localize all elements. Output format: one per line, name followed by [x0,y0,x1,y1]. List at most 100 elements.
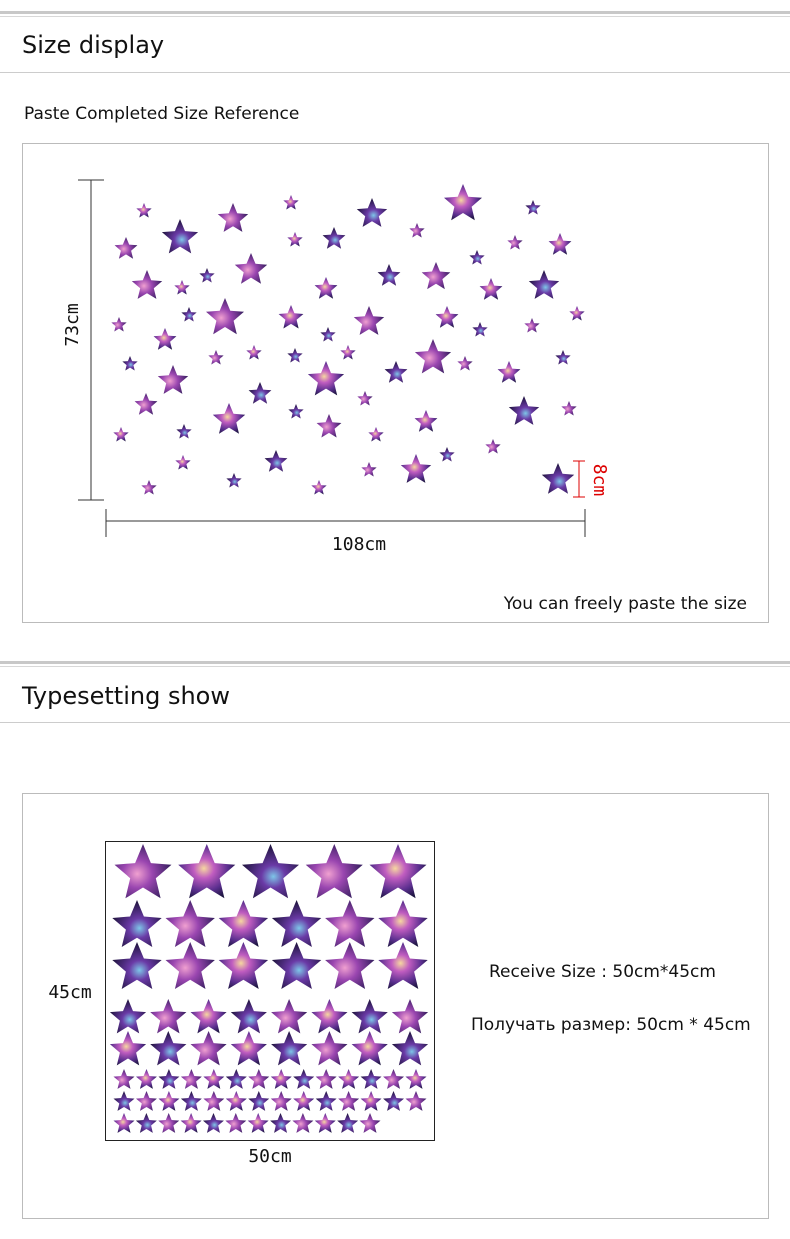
star [377,264,401,286]
star [311,1031,348,1066]
width-label: 108cm [332,534,386,555]
section-title: Size display [22,31,164,59]
star [314,1113,336,1133]
star [270,1069,292,1089]
receive-size-ru: Получать размер: 50cm * 45cm [471,1015,751,1035]
star [307,361,345,396]
star [508,396,540,425]
star [316,414,342,438]
star [369,844,427,899]
star [113,1069,135,1089]
star [212,403,246,434]
star [264,450,288,472]
width-label: 50cm [248,1146,291,1167]
star [270,1113,291,1133]
star [175,455,191,470]
frame [22,143,769,623]
star [340,345,356,360]
star [136,1069,157,1089]
star [356,198,388,227]
star [135,1113,157,1133]
star [113,1113,135,1133]
star [112,942,162,989]
star [114,237,138,259]
star [400,454,432,483]
star [248,1091,270,1111]
star [421,262,451,290]
height-label: 45cm [48,982,91,1003]
star [288,404,304,419]
star [248,382,272,404]
star [150,999,187,1034]
star [541,463,575,494]
star [569,306,585,321]
star [242,844,299,899]
sticker-sheet [105,841,435,1141]
star [141,480,157,495]
star [338,1091,360,1111]
star [157,365,189,394]
star [315,1091,337,1111]
star [271,900,322,947]
star [161,219,199,254]
star [225,1091,247,1111]
divider [0,16,790,17]
star [158,1069,180,1089]
star [158,1113,180,1133]
star [360,1091,382,1111]
star [359,1113,381,1133]
star [524,318,540,333]
star [113,427,129,442]
star [271,999,308,1034]
star [131,270,163,299]
star [353,306,385,335]
star [311,999,348,1034]
divider [0,722,790,723]
star [293,1091,315,1111]
star [225,1113,247,1133]
star [469,250,485,265]
star [225,1069,247,1089]
star [548,233,572,255]
star [246,345,262,360]
star [230,999,267,1034]
star [178,844,236,899]
star [174,280,190,295]
star [287,348,303,363]
note: You can freely paste the size [503,594,747,614]
star [555,350,571,365]
star [368,427,384,442]
star [485,439,501,454]
star [325,942,375,989]
star [528,270,560,299]
star [165,942,215,989]
star [405,1091,427,1111]
star [150,1031,187,1066]
star [180,1113,202,1133]
star [315,1069,337,1089]
star [180,1069,202,1089]
star [361,462,377,477]
star [325,900,375,947]
star [357,391,373,406]
star [287,232,303,247]
star [134,393,158,415]
height-label: 73cm [62,303,83,346]
star [136,1091,157,1111]
star [292,1113,314,1133]
star [472,322,488,337]
star [234,253,268,284]
star [230,1031,267,1066]
star [122,356,138,371]
divider [0,72,790,73]
star [208,350,224,365]
star [337,1113,359,1133]
star [383,1091,404,1111]
star [270,1091,292,1111]
star [525,200,541,215]
star [203,1113,224,1133]
divider [0,661,790,664]
star [203,1091,225,1111]
star [479,278,503,300]
